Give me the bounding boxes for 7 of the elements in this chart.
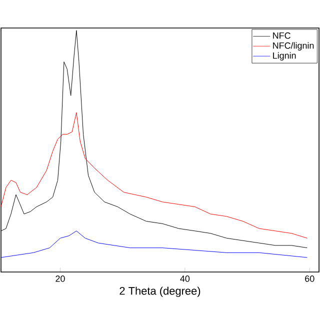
x-tick-label: 60: [305, 276, 314, 282]
x-tick-label: 20: [56, 276, 65, 282]
legend-label: Lignin: [273, 52, 296, 60]
x-tick-label: 40: [180, 276, 190, 282]
legend-label: NFC: [273, 32, 290, 39]
x-axis-title: 2 Theta (degree): [120, 286, 200, 297]
legend-label: NFC/lignin: [273, 42, 314, 51]
